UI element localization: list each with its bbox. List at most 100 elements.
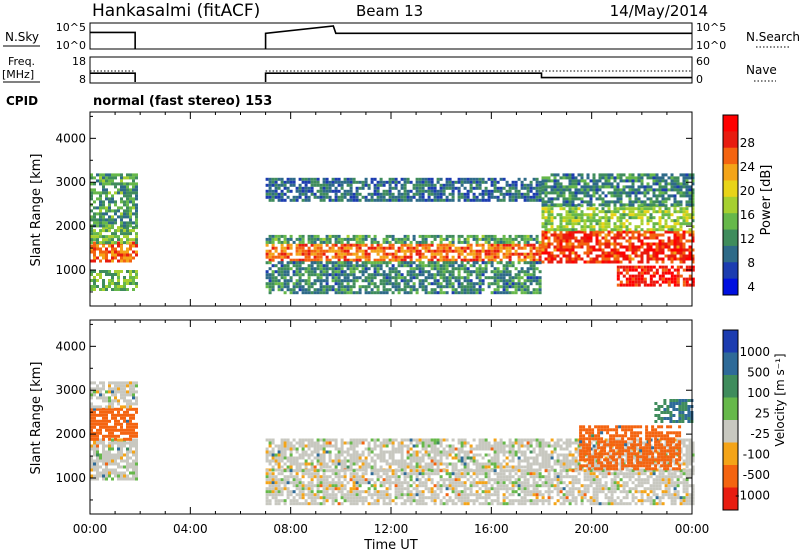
heatmap-cell	[325, 444, 329, 448]
heatmap-cell	[102, 425, 105, 429]
heatmap-cell	[358, 186, 362, 190]
heatmap-cell	[583, 251, 587, 255]
heatmap-cell	[655, 173, 659, 177]
heatmap-cell	[436, 261, 440, 265]
heatmap-cell	[547, 185, 551, 189]
heatmap-cell	[313, 240, 317, 244]
heatmap-cell	[355, 441, 359, 445]
heatmap-cell	[319, 240, 323, 244]
heatmap-cell	[316, 183, 320, 187]
heatmap-cell	[625, 228, 629, 232]
heatmap-cell	[397, 264, 401, 268]
heatmap-cell	[451, 465, 455, 469]
heatmap-cell	[274, 246, 278, 250]
heatmap-cell	[556, 179, 560, 183]
heatmap-cell	[286, 456, 290, 460]
heatmap-cell	[466, 453, 470, 457]
heatmap-cell	[114, 256, 117, 260]
heatmap-cell	[619, 280, 623, 284]
heatmap-cell	[451, 288, 455, 292]
heatmap-cell	[625, 254, 629, 258]
heatmap-cell	[310, 192, 314, 196]
heatmap-cell	[129, 229, 132, 233]
heatmap-cell	[289, 291, 293, 295]
heatmap-cell	[664, 268, 668, 272]
heatmap-cell	[520, 459, 524, 463]
heatmap-cell	[475, 267, 479, 271]
heatmap-cell	[355, 255, 359, 259]
heatmap-cell	[583, 188, 587, 192]
heatmap-cell	[451, 240, 455, 244]
heatmap-cell	[319, 237, 323, 241]
heatmap-cell	[412, 195, 416, 199]
heatmap-cell	[514, 276, 518, 280]
heatmap-cell	[580, 179, 584, 183]
heatmap-cell	[96, 437, 99, 441]
heatmap-cell	[436, 234, 440, 238]
heatmap-cell	[340, 441, 344, 445]
heatmap-cell	[105, 450, 108, 454]
heatmap-cell	[340, 255, 344, 259]
heatmap-cell	[427, 180, 431, 184]
heatmap-cell	[108, 428, 111, 432]
heatmap-cell	[409, 441, 413, 445]
heatmap-cell	[90, 422, 93, 426]
heatmap-cell	[331, 261, 335, 265]
heatmap-cell	[370, 456, 374, 460]
heatmap-cell	[418, 183, 422, 187]
heatmap-cell	[436, 264, 440, 268]
heatmap-cell	[292, 270, 296, 274]
heatmap-cell	[580, 257, 584, 261]
heatmap-cell	[607, 200, 611, 204]
heatmap-cell	[571, 257, 575, 261]
heatmap-cell	[304, 453, 308, 457]
heatmap-cell	[682, 280, 686, 284]
heatmap-cell	[93, 390, 96, 394]
heatmap-cell	[298, 279, 302, 283]
heatmap-cell	[535, 282, 539, 286]
heatmap-cell	[487, 258, 491, 262]
heatmap-cell	[286, 279, 290, 283]
heatmap-cell	[508, 234, 512, 238]
heatmap-cell	[379, 279, 383, 283]
heatmap-cell	[313, 243, 317, 247]
heatmap-cell	[277, 279, 281, 283]
heatmap-cell	[265, 261, 269, 265]
heatmap-cell	[361, 183, 365, 187]
heatmap-cell	[274, 282, 278, 286]
heatmap-cell	[421, 438, 425, 442]
heatmap-cell	[535, 276, 539, 280]
heatmap-cell	[484, 267, 488, 271]
heatmap-cell	[514, 441, 518, 445]
heatmap-cell	[117, 173, 120, 177]
heatmap-cell	[544, 462, 548, 466]
heatmap-cell	[499, 261, 503, 265]
heatmap-cell	[93, 259, 96, 263]
heatmap-cell	[676, 271, 680, 275]
heatmap-cell	[108, 405, 111, 409]
heatmap-cell	[553, 230, 557, 234]
heatmap-cell	[322, 237, 326, 241]
heatmap-cell	[571, 207, 575, 211]
heatmap-cell	[319, 279, 323, 283]
heatmap-cell	[526, 234, 530, 238]
heatmap-cell	[562, 447, 566, 451]
heatmap-cell	[289, 267, 293, 271]
heatmap-cell	[571, 441, 575, 445]
heatmap-cell	[126, 459, 129, 463]
heatmap-cell	[415, 465, 419, 469]
heatmap-cell	[445, 279, 449, 283]
heatmap-cell	[397, 282, 401, 286]
heatmap-cell	[550, 225, 554, 229]
heatmap-cell	[397, 450, 401, 454]
heatmap-cell	[111, 176, 114, 180]
heatmap-cell	[129, 425, 132, 429]
heatmap-cell	[325, 465, 329, 469]
heatmap-cell	[478, 453, 482, 457]
heatmap-cell	[463, 192, 467, 196]
heatmap-cell	[445, 270, 449, 274]
heatmap-cell	[604, 228, 608, 232]
heatmap-cell	[508, 282, 512, 286]
heatmap-cell	[409, 258, 413, 262]
heatmap-cell	[135, 453, 138, 457]
